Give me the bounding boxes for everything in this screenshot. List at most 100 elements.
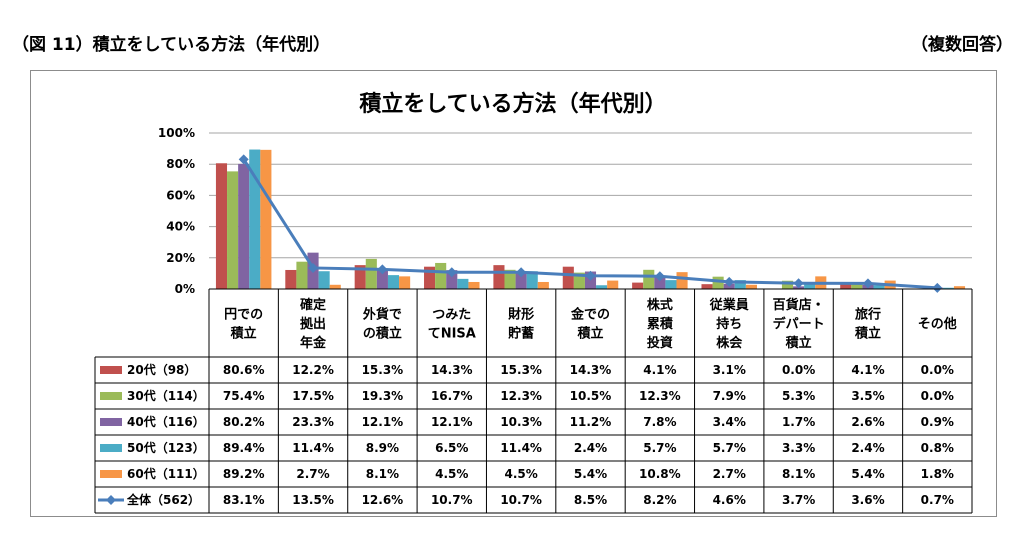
data-label: 1.8% [921,467,954,481]
category-label: 外貨で [362,307,402,323]
bar-4-1 [329,284,341,289]
total-point-9 [862,278,873,289]
total-point-10 [932,282,943,293]
figure-title: （図 11）積立をしている方法（年代別） [12,35,331,55]
data-label: 8.1% [366,467,399,481]
data-label: 0.0% [921,363,954,377]
category-label: 積立 [576,326,603,342]
legend-name: 20代（98） [127,362,196,377]
bar-1-3 [435,262,447,289]
data-label: 8.5% [574,493,607,507]
data-label: 4.5% [435,467,468,481]
bar-1-5 [573,272,585,289]
data-label: 10.7% [431,493,473,507]
total-point-8 [793,278,804,289]
category-label: 累積 [647,316,674,332]
bar-1-0 [227,171,239,289]
category-label: 拠出 [300,316,326,332]
bar-1-7 [712,276,724,289]
data-label: 23.3% [292,415,334,429]
bar-1-2 [365,258,377,289]
data-label: 7.8% [643,415,676,429]
y-tick-label: 40% [166,220,195,234]
data-label: 14.3% [570,363,612,377]
bar-3-8 [804,283,816,289]
category-label: の積立 [363,326,402,342]
bar-0-7 [701,284,713,289]
bar-4-5 [607,280,619,289]
bar-0-4 [493,265,505,289]
category-label: その他 [918,316,957,332]
bar-3-0 [249,149,261,289]
bar-3-9 [873,285,885,289]
y-tick-label: 80% [166,157,195,171]
data-label: 10.8% [639,467,681,481]
data-label: 89.4% [223,441,265,455]
category-label: 積立 [230,326,257,342]
bar-4-2 [399,276,411,289]
bar-0-0 [215,163,228,289]
category-label: つみた [432,308,471,323]
data-label: 5.7% [713,441,746,455]
category-label: 確定 [300,297,326,313]
data-label: 11.4% [292,441,334,455]
total-point-2 [377,264,388,275]
data-label: 12.2% [292,363,334,377]
data-label: 12.1% [362,415,404,429]
data-label: 80.6% [223,363,265,377]
data-label: 5.3% [782,389,815,403]
bar-3-2 [387,275,400,289]
category-label: 投資 [647,335,673,351]
total-point-5 [585,270,596,281]
bar-4-4 [537,281,549,289]
category-label: 貯蓄 [508,326,534,342]
data-label: 3.1% [713,363,746,377]
bar-3-6 [665,280,677,289]
bar-1-4 [504,269,516,289]
data-label: 11.2% [570,415,612,429]
legend-key-4 [100,470,122,478]
bar-4-6 [676,272,688,289]
data-label: 12.3% [500,389,542,403]
total-point-3 [446,267,457,278]
data-label: 2.4% [574,441,607,455]
data-label: 5.4% [851,467,884,481]
data-label: 12.3% [639,389,681,403]
legend-name: 40代（116） [127,414,205,429]
total-point-1 [308,262,319,273]
bar-2-4 [515,272,527,289]
data-label: 0.9% [921,415,954,429]
y-tick-label: 0% [175,282,195,296]
bar-0-3 [424,266,436,289]
data-label: 15.3% [500,363,542,377]
data-label: 80.2% [223,415,265,429]
category-label: 百貨店・ [773,297,825,313]
legend-key-0 [100,366,122,374]
data-label: 5.4% [574,467,607,481]
data-label: 5.7% [643,441,676,455]
legend-key-3 [100,444,122,452]
data-label: 3.6% [851,493,884,507]
data-label: 19.3% [362,389,404,403]
data-label: 14.3% [431,363,473,377]
data-label: 0.0% [921,389,954,403]
data-label: 0.8% [921,441,954,455]
total-point-0 [238,154,249,165]
total-point-6 [654,271,665,282]
y-tick-label: 60% [166,188,195,202]
data-label: 4.5% [504,467,537,481]
bar-0-6 [632,282,644,289]
data-label: 3.5% [851,389,884,403]
category-label: 年金 [300,335,327,351]
data-label: 3.7% [782,493,815,507]
bar-4-3 [468,281,480,289]
bar-3-10 [942,287,954,289]
data-label: 2.7% [296,467,329,481]
total-point-7 [724,276,735,287]
y-tick-label: 100% [158,126,195,140]
bar-2-2 [376,270,388,289]
legend-name: 30代（114） [127,388,205,403]
legend-key-2 [100,418,122,426]
bar-3-4 [526,271,538,289]
